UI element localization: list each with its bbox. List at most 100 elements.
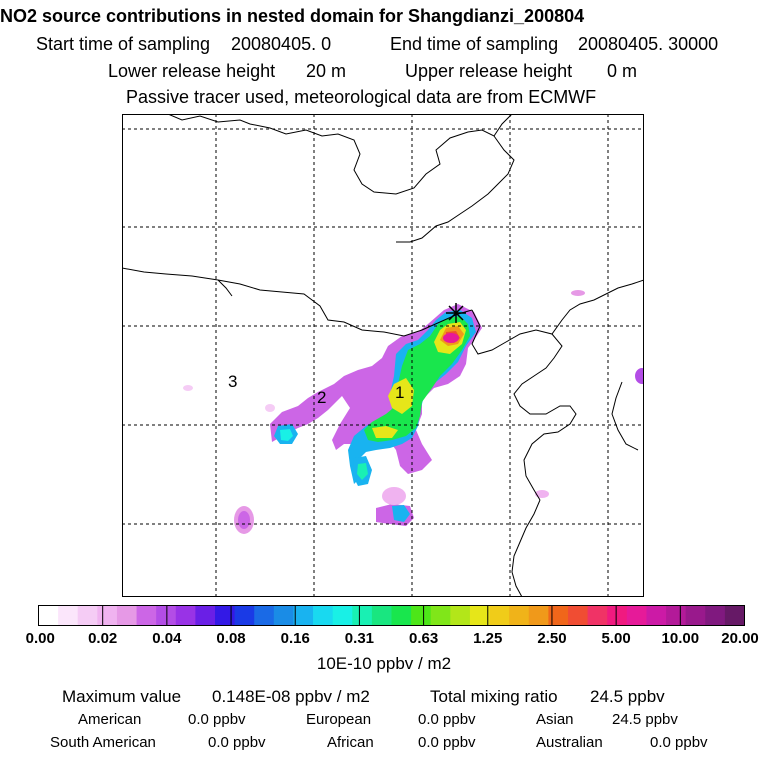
region-name-south-american: South American xyxy=(50,734,156,751)
plume-contour-lower-blob-inner xyxy=(357,463,368,480)
total-mixing-label: Total mixing ratio xyxy=(430,687,558,706)
region-value-african: 0.0 ppbv xyxy=(418,734,476,751)
receptor-label-1: 1 xyxy=(395,383,404,402)
lower-release-value: 20 m xyxy=(306,61,347,81)
plume-contour-south-blob-inner xyxy=(392,505,410,522)
colorbar-cell xyxy=(489,605,510,626)
receptor-label-3: 3 xyxy=(228,372,237,391)
colorbar-tick-label: 0.16 xyxy=(280,630,310,647)
max-value-label: Maximum value xyxy=(62,687,182,706)
colorbar-cell xyxy=(352,605,373,626)
colorbar-cell xyxy=(38,605,59,626)
plume-contour-yellow-3 xyxy=(372,426,398,438)
border-inner xyxy=(122,267,473,337)
colorbar-cell xyxy=(528,605,549,626)
colorbar-cell xyxy=(293,605,314,626)
colorbar-cell xyxy=(116,605,137,626)
contribution-map: 1 2 3 xyxy=(122,114,644,597)
border-north xyxy=(167,114,513,195)
coast-south xyxy=(511,499,541,597)
colorbar-cell xyxy=(724,605,745,626)
region-value-australian: 0.0 ppbv xyxy=(650,734,708,751)
graticule xyxy=(122,114,644,597)
colorbar-tick-label: 0.04 xyxy=(152,630,182,647)
region-name-australian: Australian xyxy=(536,734,603,751)
colorbar-cells xyxy=(38,605,745,626)
start-time-label: Start time of sampling xyxy=(36,34,211,54)
colorbar xyxy=(38,605,745,626)
colorbar-cell xyxy=(175,605,196,626)
plume-patch-southwest xyxy=(382,487,406,505)
colorbar-cell xyxy=(332,605,353,626)
end-time-label: End time of sampling xyxy=(390,34,559,54)
tracer-note: Passive tracer used, meteorological data… xyxy=(126,87,597,107)
colorbar-cell xyxy=(646,605,667,626)
plume-patch-southeast xyxy=(535,490,549,498)
colorbar-tick-label: 0.63 xyxy=(408,630,439,647)
colorbar-cell xyxy=(469,605,490,626)
colorbar-cell xyxy=(430,605,451,626)
map-frame xyxy=(122,114,644,597)
region-value-south-american: 0.0 ppbv xyxy=(208,734,266,751)
colorbar-cell xyxy=(411,605,432,626)
colorbar-cell xyxy=(509,605,530,626)
border-west xyxy=(217,279,233,297)
plume-contour-yellow-2 xyxy=(388,378,414,414)
plume-patch-west-2 xyxy=(183,385,193,391)
map-background xyxy=(122,114,644,597)
page-title: NO2 source contributions in nested domai… xyxy=(0,6,585,26)
colorbar-unit: 10E-10 ppbv / m2 xyxy=(316,654,452,673)
region-value-american: 0.0 ppbv xyxy=(188,711,246,728)
colorbar-cell xyxy=(234,605,255,626)
plume-contour-left-blob-inner xyxy=(280,429,293,441)
colorbar-cell xyxy=(254,605,275,626)
colorbar-cell xyxy=(371,605,392,626)
region-name-american: American xyxy=(78,711,142,728)
colorbar-cell xyxy=(58,605,79,626)
colorbar-cell xyxy=(77,605,98,626)
plume-core xyxy=(443,333,459,343)
plume-patch-east xyxy=(635,368,644,384)
colorbar-cell xyxy=(626,605,647,626)
asterisk-icon xyxy=(446,303,466,323)
asterisk-stroke-4 xyxy=(448,305,464,321)
coast-korea xyxy=(611,381,639,451)
receptor-label-2: 2 xyxy=(317,388,326,407)
colorbar-cell xyxy=(136,605,157,626)
colorbar-tick-label: 20.00 xyxy=(721,630,759,647)
colorbar-cell xyxy=(685,605,706,626)
colorbar-tick-label: 5.00 xyxy=(601,630,631,647)
colorbar-cell xyxy=(705,605,726,626)
border-east xyxy=(396,135,515,243)
region-value-asian: 24.5 ppbv xyxy=(612,711,678,728)
upper-release-value: 0 m xyxy=(607,61,638,81)
colorbar-cell xyxy=(273,605,294,626)
colorbar-tick-label: 0.02 xyxy=(88,630,118,647)
start-time-value: 20080405. 0 xyxy=(231,34,332,54)
colorbar-tick-label: 0.31 xyxy=(344,630,375,647)
total-mixing-value: 24.5 ppbv xyxy=(590,687,665,706)
plume-patch-west-3 xyxy=(265,404,275,412)
colorbar-tick-label: 10.00 xyxy=(661,630,700,647)
upper-release-label: Upper release height xyxy=(405,61,573,81)
colorbar-cell xyxy=(156,605,177,626)
colorbar-cell xyxy=(568,605,589,626)
colorbar-cell xyxy=(450,605,471,626)
coastlines xyxy=(122,114,644,597)
colorbar-tick-marks xyxy=(38,605,745,626)
plume-patch-west-inner xyxy=(238,511,250,529)
colorbar-tick-label: 0.00 xyxy=(25,630,55,647)
plume-patch-north xyxy=(571,290,585,296)
region-name-asian: Asian xyxy=(536,711,574,728)
colorbar-cell xyxy=(215,605,236,626)
colorbar-cell xyxy=(548,605,569,626)
colorbar-tick-label: 1.25 xyxy=(473,630,503,647)
colorbar-cell xyxy=(195,605,216,626)
lower-release-label: Lower release height xyxy=(108,61,276,81)
coast-liaodong xyxy=(513,333,577,501)
colorbar-cell xyxy=(666,605,687,626)
colorbar-cell xyxy=(587,605,608,626)
colorbar-cell xyxy=(313,605,334,626)
end-time-value: 20080405. 30000 xyxy=(578,34,719,54)
max-value: 0.148E-08 ppbv / m2 xyxy=(212,687,370,706)
